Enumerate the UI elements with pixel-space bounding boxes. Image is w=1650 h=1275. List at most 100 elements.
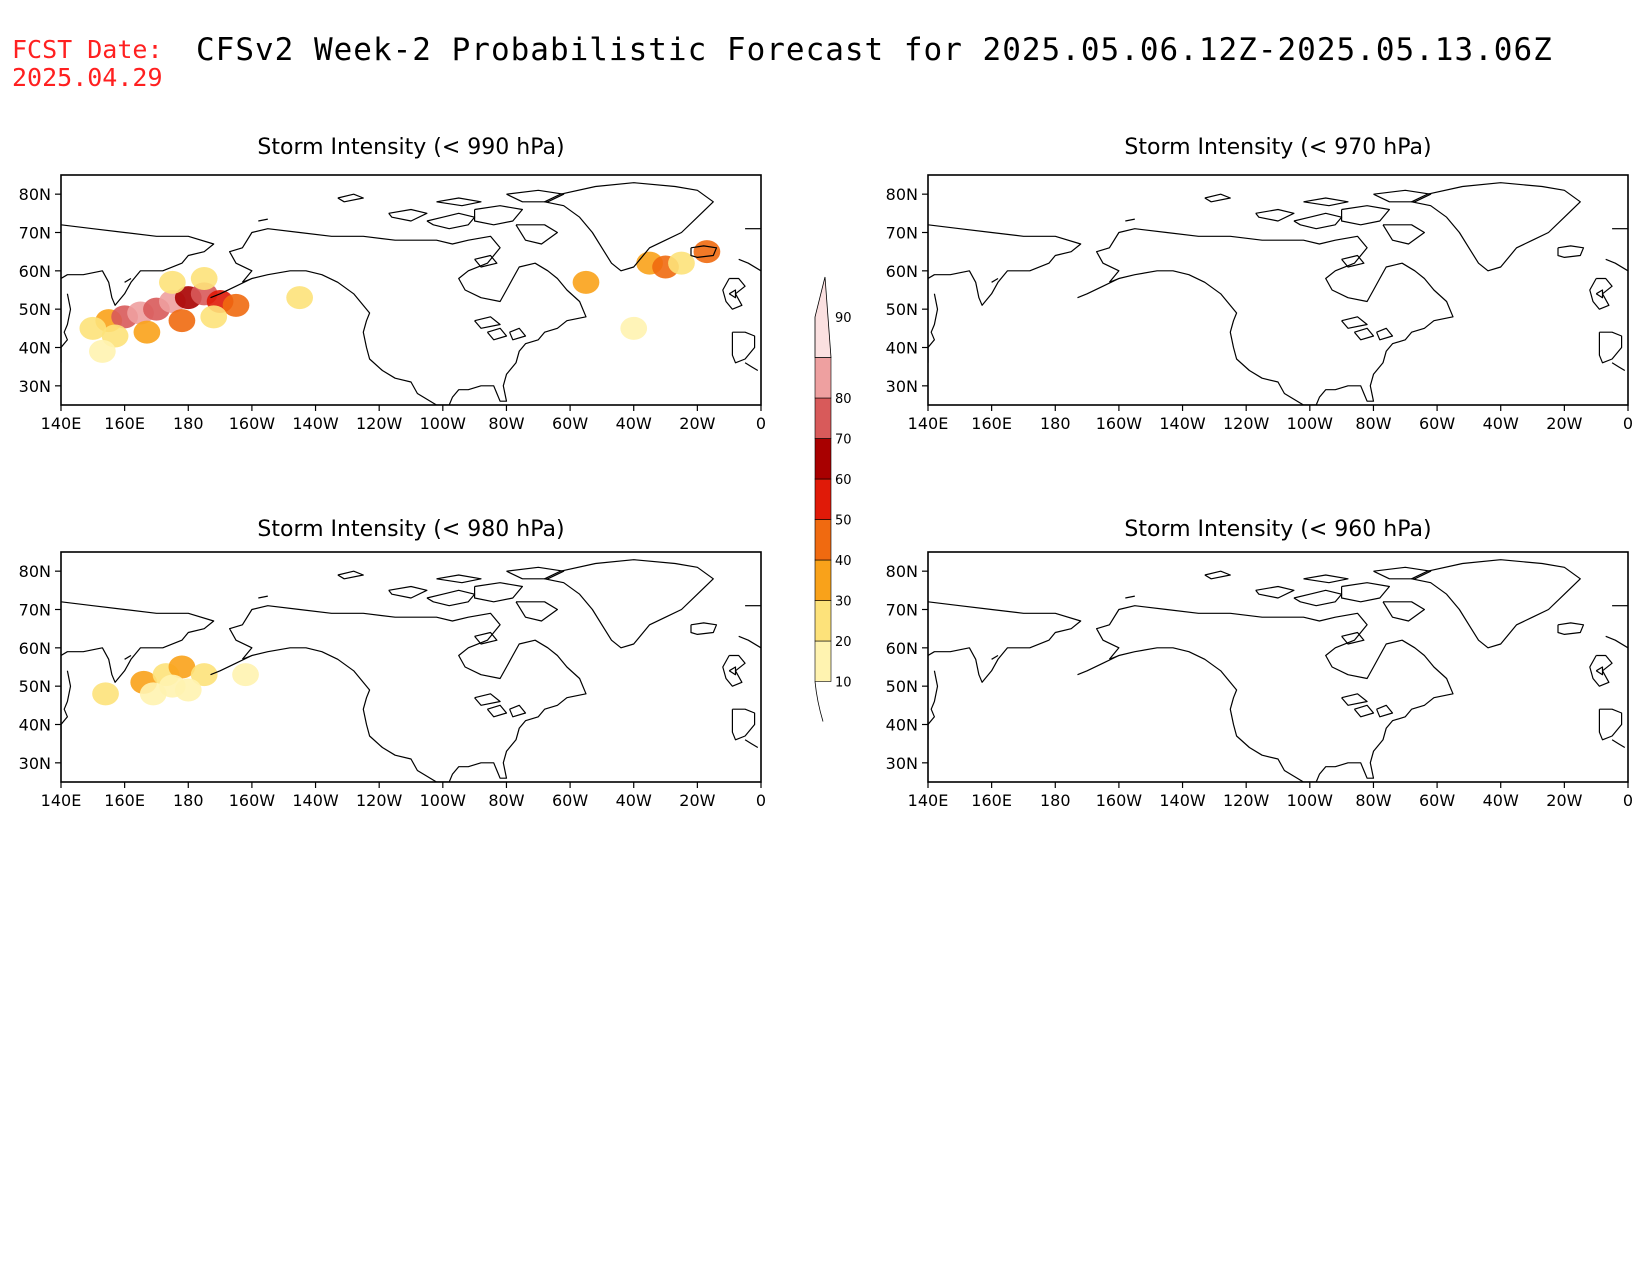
coastline [728, 289, 737, 299]
coastline [337, 570, 364, 580]
coastline [474, 316, 501, 329]
coastline [1557, 245, 1585, 258]
coastline [426, 212, 476, 230]
coastline [731, 708, 756, 741]
coastline [1411, 559, 1581, 649]
lon-tick-label: 120W [356, 414, 403, 433]
colorbar-segment [814, 276, 832, 358]
panel-title: Storm Intensity (< 960 hPa) [1124, 517, 1431, 542]
coastline [1382, 601, 1425, 622]
coastline [544, 559, 714, 649]
coastline [506, 189, 565, 203]
probability-cell [168, 655, 196, 679]
lon-tick-label: 180 [1040, 414, 1071, 433]
coastline [1341, 631, 1365, 645]
lon-tick-label: 40W [616, 791, 652, 810]
coastline [1611, 362, 1626, 372]
coastline [738, 258, 761, 272]
map-frame [927, 551, 1629, 783]
coastline [436, 574, 482, 584]
lon-tick-label: 40W [1483, 791, 1519, 810]
lat-tick-label: 80N [19, 185, 51, 204]
probability-cell [232, 663, 259, 687]
coastline [337, 193, 364, 203]
lon-tick-label: 0 [756, 791, 766, 810]
coastline [1255, 208, 1295, 222]
panel-title: Storm Intensity (< 980 hPa) [257, 517, 564, 542]
coastline [61, 293, 72, 363]
lon-tick-label: 60W [552, 791, 588, 810]
coastline [1341, 205, 1390, 226]
coastline [515, 601, 558, 622]
page-title: CFSv2 Week-2 Probabilistic Forecast for … [196, 32, 1553, 68]
map-panel-p970: Storm Intensity (< 970 hPa) 140E 160E 180 16… [886, 135, 1633, 433]
lon-tick-label: 140W [1159, 414, 1206, 433]
lat-tick-label: 40N [19, 339, 51, 358]
coastline [1341, 582, 1390, 603]
lon-tick-label: 160E [104, 414, 145, 433]
lon-tick-label: 140W [1159, 791, 1206, 810]
coastline [506, 566, 565, 580]
lon-tick-label: 160W [229, 791, 276, 810]
coastline [722, 654, 746, 687]
colorbar-segment [814, 397, 832, 439]
probability-cell [620, 316, 648, 340]
coastline [486, 327, 508, 341]
lon-tick-label: 80W [1355, 414, 1391, 433]
coastline [991, 277, 999, 283]
lon-tick-label: 100W [1287, 791, 1334, 810]
lon-tick-label: 0 [1623, 414, 1633, 433]
coastline [1303, 197, 1349, 207]
probability-cell [668, 251, 695, 275]
coastline [1611, 739, 1626, 749]
coastline [1096, 605, 1454, 782]
colorbar-segment [814, 438, 832, 480]
lon-tick-label: 60W [552, 414, 588, 433]
probability-cell [174, 678, 202, 702]
lon-tick-label: 180 [173, 791, 204, 810]
coastline [1125, 595, 1135, 599]
lat-tick-label: 50N [19, 300, 51, 319]
lat-tick-label: 30N [886, 754, 918, 773]
lon-tick-label: 160W [1096, 791, 1143, 810]
colorbar-label: 10 [835, 676, 852, 691]
probability-cell [200, 305, 228, 329]
coastline [436, 197, 482, 207]
map-panel-p980: Storm Intensity (< 980 hPa) 140E 160E 180 16… [19, 517, 766, 810]
probability-cell [222, 293, 250, 317]
lat-tick-label: 60N [886, 639, 918, 658]
coastline [1204, 193, 1231, 203]
lon-tick-label: 140W [292, 414, 339, 433]
coastline [1341, 316, 1368, 329]
coastline [1598, 331, 1623, 364]
coastline [1077, 277, 1120, 299]
coastline [426, 589, 476, 607]
lat-tick-label: 70N [886, 224, 918, 243]
coastline [1353, 704, 1375, 718]
coastline [928, 670, 939, 740]
coastline [728, 666, 737, 676]
coastline [928, 293, 939, 363]
panel-title: Storm Intensity (< 990 hPa) [257, 135, 564, 160]
colorbar-segment [814, 478, 832, 520]
probability-cell [92, 682, 119, 706]
lat-tick-label: 50N [19, 677, 51, 696]
coastline [258, 595, 268, 599]
coastline [1125, 218, 1135, 222]
lon-tick-label: 80W [488, 791, 524, 810]
colorbar-label: 40 [835, 554, 852, 569]
map-frame [60, 551, 762, 783]
lon-tick-label: 160W [229, 414, 276, 433]
lon-tick-label: 80W [488, 414, 524, 433]
lon-tick-label: 0 [756, 414, 766, 433]
colorbar-label: 70 [835, 433, 852, 448]
map-frame [60, 174, 762, 406]
coastline [474, 631, 498, 645]
coastline [1605, 258, 1628, 272]
coastline [738, 635, 761, 649]
lon-tick-label: 120W [1223, 414, 1270, 433]
probability-cell [693, 240, 721, 264]
lon-tick-label: 120W [1223, 791, 1270, 810]
lat-tick-label: 40N [886, 716, 918, 735]
